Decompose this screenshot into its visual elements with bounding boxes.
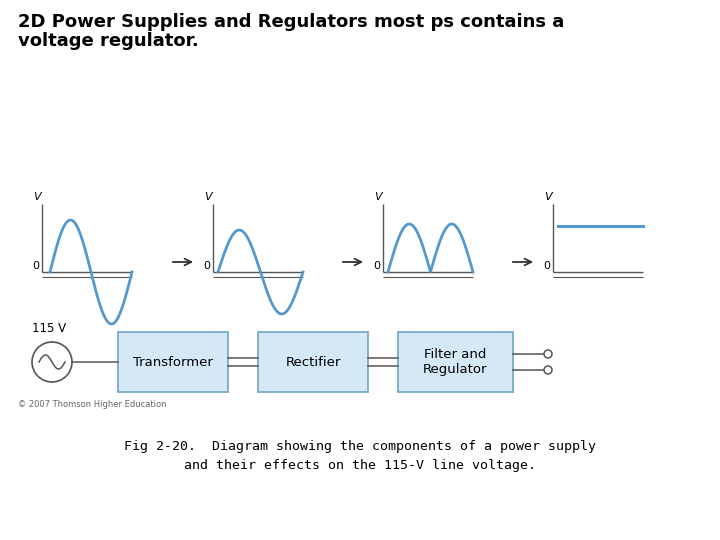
Text: 0: 0 — [543, 261, 550, 271]
Text: Filter and
Regulator: Filter and Regulator — [423, 348, 487, 376]
Text: V: V — [33, 192, 41, 202]
Text: 0: 0 — [32, 261, 39, 271]
Bar — [398, 332, 513, 392]
Bar — [258, 332, 368, 392]
Text: 2D Power Supplies and Regulators most ps contains a: 2D Power Supplies and Regulators most ps… — [18, 13, 564, 31]
Text: 0: 0 — [203, 261, 210, 271]
Text: Transformer: Transformer — [133, 355, 213, 368]
Text: V: V — [204, 192, 212, 202]
Text: © 2007 Thomson Higher Education: © 2007 Thomson Higher Education — [18, 400, 166, 409]
Text: voltage regulator.: voltage regulator. — [18, 32, 199, 50]
Text: V: V — [374, 192, 382, 202]
Text: V: V — [544, 192, 552, 202]
Text: Rectifier: Rectifier — [285, 355, 341, 368]
Text: 0: 0 — [373, 261, 380, 271]
Bar — [118, 332, 228, 392]
Text: Fig 2-20.  Diagram showing the components of a power supply
and their effects on: Fig 2-20. Diagram showing the components… — [124, 440, 596, 472]
Text: 115 V: 115 V — [32, 322, 66, 335]
